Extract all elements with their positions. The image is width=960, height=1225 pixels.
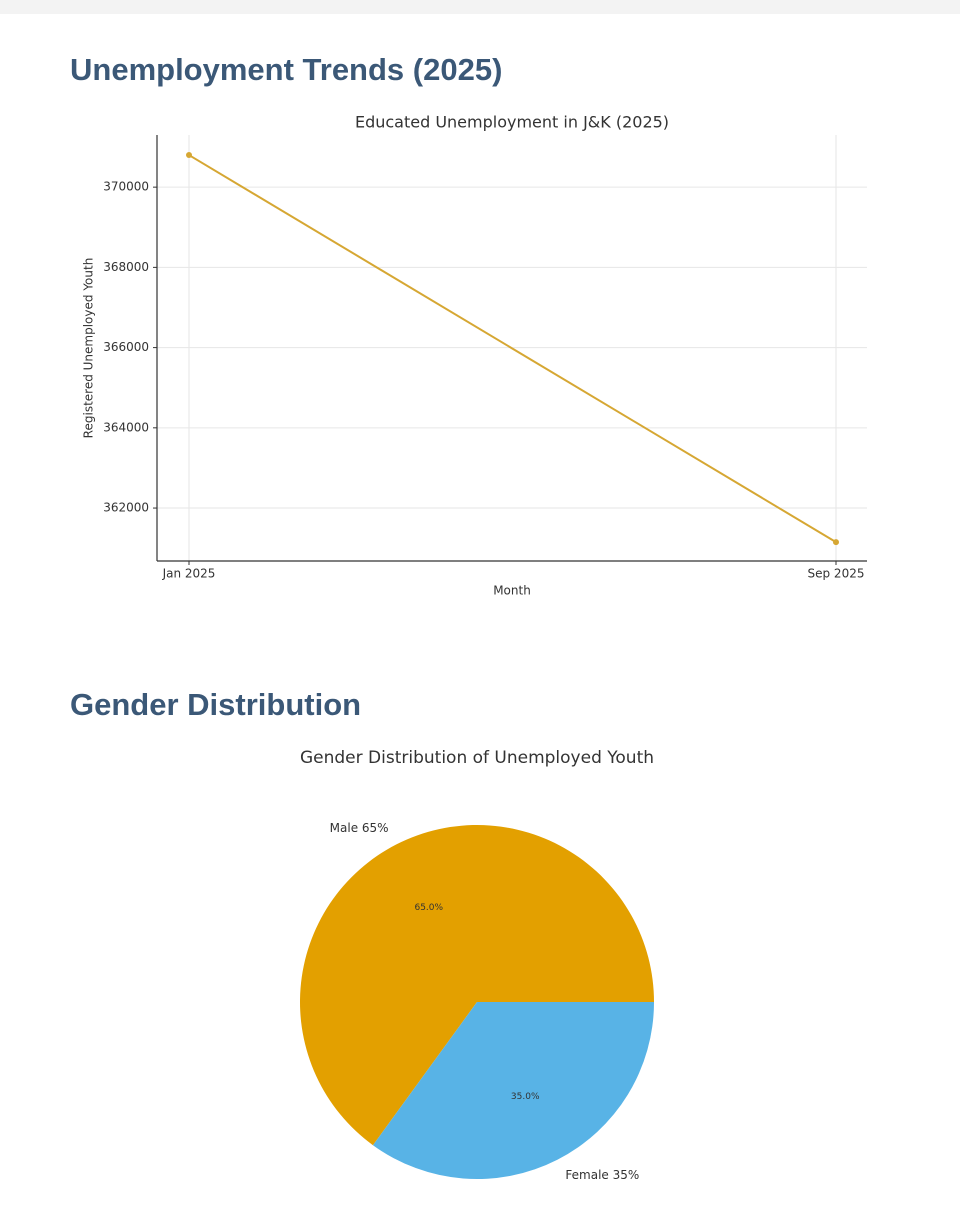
chart-title: Gender Distribution of Unemployed Youth <box>300 748 654 768</box>
section-heading: Gender Distribution <box>70 687 361 722</box>
x-axis-label: Month <box>493 584 531 598</box>
slice-label: Female 35% <box>565 1168 639 1182</box>
y-tick-label: 368000 <box>103 260 149 274</box>
x-tick-label: Sep 2025 <box>808 567 865 581</box>
slice-value-label: 65.0% <box>414 903 443 913</box>
point <box>833 539 839 546</box>
y-tick-label: 370000 <box>103 180 149 194</box>
line-series <box>188 154 837 544</box>
pie-slice <box>299 825 654 1146</box>
y-tick-label: 366000 <box>103 340 149 354</box>
x-tick-label: Jan 2025 <box>162 567 216 581</box>
point <box>186 152 192 159</box>
pie-slice <box>372 1002 654 1179</box>
y-tick-label: 362000 <box>103 501 149 515</box>
slice-value-label: 35.0% <box>511 1092 540 1102</box>
slice-label: Male 65% <box>330 821 389 835</box>
y-tick-label: 364000 <box>103 420 149 434</box>
section-heading: Unemployment Trends (2025) <box>70 52 502 87</box>
top-band <box>0 0 960 14</box>
y-axis-label: Registered Unemployed Youth <box>82 258 96 439</box>
chart-title: Educated Unemployment in J&K (2025) <box>355 113 669 132</box>
